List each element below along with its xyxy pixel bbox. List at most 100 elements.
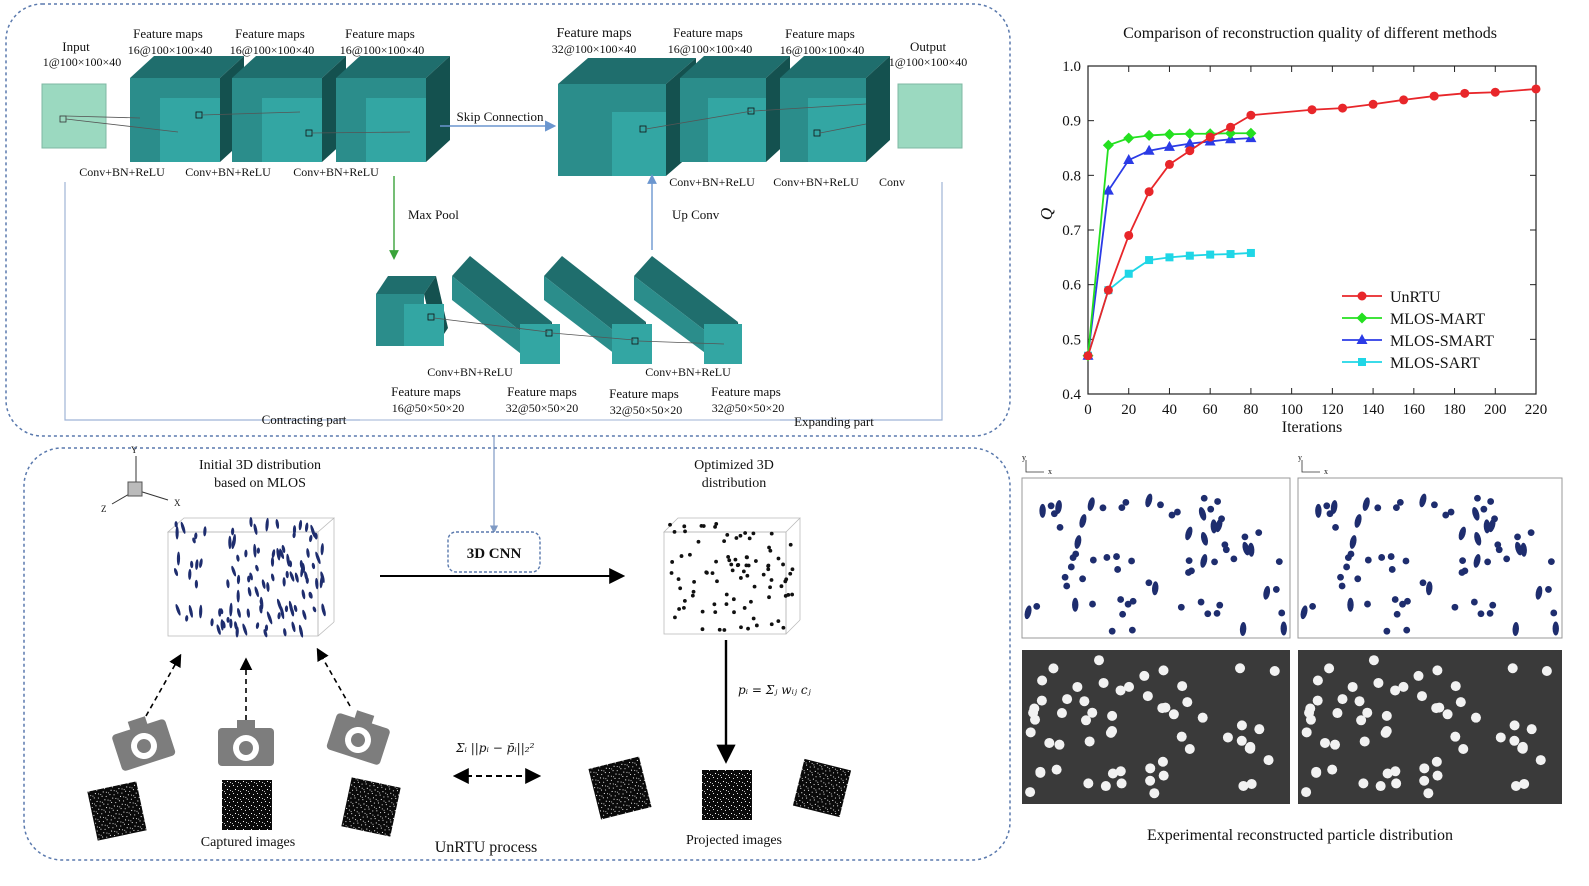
reconstructed-particle: [1074, 535, 1082, 549]
optimized-particle: [745, 573, 750, 578]
reconstructed-particle: [1393, 610, 1401, 618]
experimental-particle: [1541, 666, 1552, 677]
experimental-particle: [1062, 694, 1073, 705]
reconstructed-particle: [1185, 569, 1192, 576]
optimized-particle: [682, 599, 687, 603]
mlos-particle: [253, 523, 258, 535]
mlos-particle: [199, 604, 203, 619]
optimized-particle: [779, 584, 784, 589]
experimental-particle: [1495, 732, 1506, 743]
captured-image: [87, 781, 147, 841]
reconstructed-particle: [1200, 554, 1208, 568]
optimized-particle: [739, 625, 743, 630]
chart-title: Comparison of reconstruction quality of …: [1123, 25, 1497, 42]
experimental-particle: [1450, 731, 1461, 742]
legend-label: MLOS-SMART: [1390, 333, 1494, 350]
reconstructed-particle: [1128, 626, 1136, 634]
bottleneck-block-3: [544, 256, 652, 364]
reconstructed-particle: [1354, 575, 1362, 583]
data-point: [1226, 250, 1235, 259]
chart-axes: 0 20 40 60 80 100 120 140 160 180 200 220 0.4 0.5 0.6 0…: [1062, 59, 1547, 418]
mlos-particle: [203, 526, 207, 537]
experimental-particle: [1509, 720, 1520, 731]
optimized-particle: [690, 593, 695, 598]
mlos-particle: [231, 565, 237, 577]
x-tick-label: 100: [1280, 402, 1303, 418]
optimized-particle: [790, 592, 795, 597]
mlos-particle: [255, 622, 260, 629]
enc3-title: Feature maps: [345, 26, 415, 41]
optimized-particle: [768, 548, 773, 553]
mlos-particle: [284, 605, 289, 613]
experimental-particle: [1269, 666, 1280, 677]
experimental-particle: [1432, 665, 1443, 676]
mlos-particle: [222, 620, 226, 629]
enc1-op: Conv+BN+ReLU: [185, 165, 271, 179]
reconstructed-particle: [1275, 558, 1283, 566]
experimental-particle: [1048, 663, 1059, 674]
data-point: [1123, 154, 1135, 165]
reconstructed-particle: [1185, 526, 1193, 541]
reconstructed-particle: [1033, 603, 1041, 610]
optimized-particle: [776, 619, 781, 624]
bot1-dims: 16@50×50×20: [392, 401, 465, 415]
experimental-particle: [1222, 732, 1233, 743]
data-point: [1102, 184, 1114, 195]
reconstructed-particle: [1242, 541, 1250, 556]
reconstructed-particle: [1535, 585, 1543, 600]
data-point: [1163, 128, 1175, 140]
experimental-particle: [1312, 695, 1323, 706]
experimental-particle: [1419, 763, 1430, 774]
dec2-op: Conv+BN+ReLU: [773, 175, 859, 189]
upconv-label: Up Conv: [672, 207, 720, 222]
optimized-particle: [729, 562, 734, 567]
mini-axis-right: [1301, 460, 1320, 473]
mlos-particle: [293, 604, 298, 613]
contracting-bracket: [64, 182, 360, 421]
x-tick-label: 40: [1162, 402, 1177, 418]
reconstructed-particle: [1431, 501, 1438, 509]
data-point: [1531, 84, 1541, 94]
reconstructed-particle: [1399, 600, 1406, 608]
experimental-particle: [1197, 712, 1208, 723]
reconstructed-particle: [1168, 511, 1176, 519]
reconstructed-particle: [1145, 493, 1153, 508]
decoder-block-2: [680, 56, 790, 162]
reconstructed-particle: [1050, 510, 1058, 518]
enc2-title: Feature maps: [235, 26, 305, 41]
experimental-particle: [1107, 768, 1118, 779]
data-point: [1144, 187, 1154, 197]
experimental-particle: [1051, 764, 1062, 775]
optimized-particle: [672, 530, 677, 534]
optimized-particle: [746, 626, 750, 631]
experimental-particle: [1458, 744, 1469, 755]
reconstructed-particle: [1447, 508, 1455, 516]
projection-formula: pᵢ = Σⱼ wᵢⱼ cⱼ: [738, 683, 812, 697]
experimental-particle: [1094, 655, 1105, 666]
reconstructed-particle: [1527, 529, 1535, 537]
optimized-particle: [673, 615, 677, 620]
reconstructed-particle: [1484, 558, 1492, 566]
optimized-particle: [668, 522, 672, 527]
experimental-particle: [1324, 663, 1335, 674]
x-tick-label: 0: [1084, 402, 1092, 418]
mlos-particle: [218, 608, 222, 617]
reconstructed-particle: [1550, 609, 1558, 617]
decoder-block-1: [558, 58, 696, 176]
mlos-particle: [300, 563, 305, 578]
experimental-particle: [1312, 675, 1323, 686]
experimental-particle: [1517, 741, 1528, 752]
legend-label: UnRTU: [1390, 289, 1441, 306]
data-point: [1245, 127, 1257, 139]
data-point: [1429, 91, 1439, 101]
output-dims: 1@100×100×40: [889, 55, 968, 69]
reconstructed-particle: [1392, 504, 1400, 512]
experimental-particle: [1390, 685, 1401, 696]
reconstructed-particle: [1241, 533, 1249, 541]
mlos-particle: [175, 604, 181, 616]
reconstructed-particle: [1145, 579, 1153, 587]
experimental-particle: [1184, 744, 1195, 755]
chart-series: [1082, 84, 1541, 362]
x-tick-label: 200: [1484, 402, 1507, 418]
optimized-particle: [727, 558, 732, 563]
